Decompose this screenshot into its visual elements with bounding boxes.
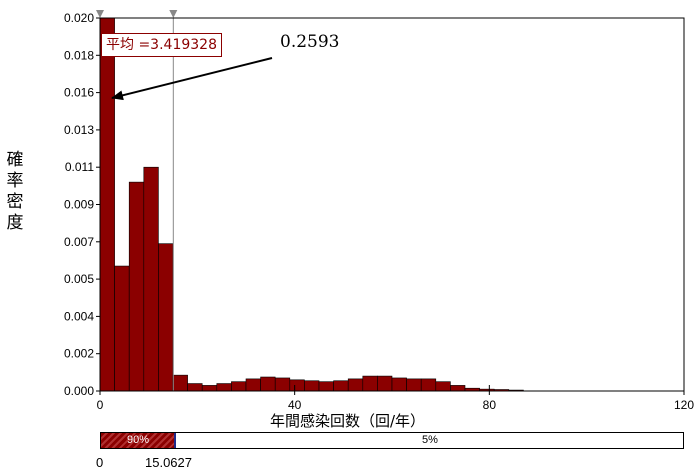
histogram-bar-8: [216, 383, 232, 392]
marker-handle-1: [169, 10, 178, 18]
histogram-bar-22: [420, 378, 437, 392]
y-axis: 0.000 0.002 0.004 0.005 0.007 0.009 0.011 0.013…: [64, 11, 100, 398]
range-band: 90% 5%: [100, 432, 684, 449]
y-tick-label-6: 0.011: [65, 160, 94, 174]
y-tick-label-9: 0.018: [64, 48, 94, 62]
histogram-bar-21: [406, 378, 422, 392]
y-tick-label-5: 0.009: [64, 198, 94, 212]
histogram-bar-16: [333, 380, 349, 392]
y-axis-label: 確率密度: [6, 150, 24, 233]
histogram-bar-20: [391, 377, 407, 392]
y-tick-label-4: 0.007: [64, 235, 94, 249]
y-tick-label-3: 0.005: [64, 272, 94, 286]
x-axis-label: 年間感染回数（回/年）: [270, 412, 426, 430]
histogram-bars: [99, 17, 524, 392]
x-tick-label-3: 120: [674, 398, 694, 412]
histogram-bar-4: [158, 243, 174, 392]
histogram-bar-19: [377, 375, 393, 392]
range-band-right-label: 5%: [422, 434, 438, 446]
range-band-left-segment: [101, 433, 174, 448]
y-tick-label-8: 0.016: [64, 86, 94, 100]
histogram-bar-15: [318, 381, 334, 392]
x-tick-label-1: 40: [288, 398, 302, 412]
range-band-separator: [174, 433, 176, 448]
y-tick-label-1: 0.002: [64, 347, 94, 361]
x-tick-label-0: 0: [97, 398, 104, 412]
histogram-bar-14: [304, 380, 320, 392]
marker-handle-0: [96, 10, 104, 18]
histogram-bar-10: [245, 378, 261, 392]
histogram-bar-11: [260, 376, 276, 392]
range-band-left-label: 90%: [127, 434, 150, 446]
mean-label: 平均 =3.419328: [101, 33, 222, 57]
histogram-bar-18: [362, 375, 378, 392]
histogram-bar-5: [172, 374, 188, 392]
annotation-text: 0.2593: [280, 32, 340, 52]
histogram-bar-12: [274, 377, 291, 392]
x-tick-label-2: 80: [483, 398, 497, 412]
y-tick-label-7: 0.013: [64, 123, 94, 137]
range-upper-bound: 15.0627: [145, 455, 192, 470]
plot-area-frame: [99, 17, 685, 392]
histogram-bar-1: [114, 265, 130, 392]
y-tick-label-0: 0.000: [64, 384, 94, 398]
y-tick-label-10: 0.020: [64, 11, 94, 25]
range-lower-bound: 0: [96, 455, 104, 470]
histogram-bar-6: [187, 383, 203, 392]
histogram-bar-3: [143, 166, 159, 392]
x-axis: 0 40 80 120: [97, 385, 694, 412]
histogram-bar-24: [450, 385, 466, 392]
histogram-bar-0: [99, 17, 115, 392]
histogram-bar-17: [347, 378, 364, 392]
histogram-bar-13: [289, 379, 305, 392]
histogram-bar-9: [231, 381, 247, 392]
y-tick-label-2: 0.004: [64, 309, 94, 323]
histogram-bar-23: [435, 381, 451, 392]
annotation-arrow: [111, 57, 273, 101]
histogram-bar-7: [201, 385, 218, 392]
histogram-bar-2: [128, 181, 145, 392]
